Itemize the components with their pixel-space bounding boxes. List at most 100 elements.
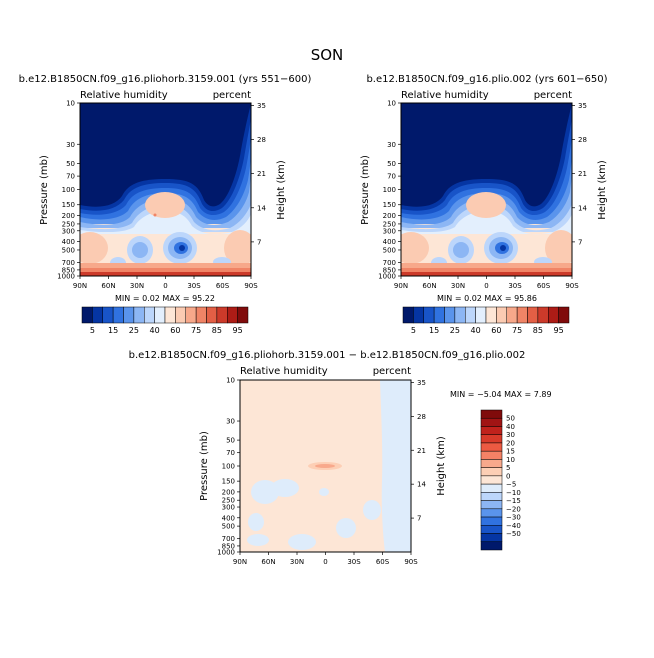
x-tick-label: 30S (508, 282, 522, 290)
y-right-tick-label: 28 (578, 136, 587, 144)
y-right-tick-label: 35 (578, 102, 587, 110)
y-tick-label: 200 (222, 488, 235, 496)
colorbar-swatch (480, 516, 503, 526)
panel-b-ylabel: Pressure (mb) (360, 155, 371, 225)
y-tick-label: 850 (383, 266, 396, 274)
panel-a-ylabel-right: Height (km) (276, 160, 287, 220)
colorbar-label: −5 (506, 481, 516, 489)
panel-c: b.e12.B1850CN.f09_g16.pliohorb.3159.001 … (129, 350, 552, 566)
colorbar-swatch (480, 434, 503, 444)
y-tick-label: 100 (62, 186, 75, 194)
x-tick-label: 0 (484, 282, 488, 290)
y-tick-label: 200 (62, 212, 75, 220)
panel-c-axes: 1030507010015020025030040050070085010003… (217, 377, 426, 567)
y-tick-label: 150 (383, 201, 396, 209)
panel-b-left-label: Relative humidity (401, 90, 489, 101)
y-right-tick-label: 21 (578, 170, 587, 178)
colorbar-label: 15 (108, 326, 118, 335)
colorbar-swatch (154, 306, 166, 324)
x-tick-label: 60N (422, 282, 436, 290)
y-tick-label: 300 (222, 504, 235, 512)
x-tick-label: 30N (290, 558, 304, 566)
y-tick-label: 1000 (217, 549, 235, 557)
y-tick-label: 700 (383, 259, 396, 267)
colorbar-label: 5 (90, 326, 95, 335)
y-tick-label: 300 (62, 227, 75, 235)
x-tick-label: 60N (101, 282, 115, 290)
colorbar-swatch (175, 306, 186, 324)
colorbar-swatch (506, 306, 518, 324)
y-tick-label: 850 (222, 542, 235, 550)
colorbar-swatch (480, 459, 503, 468)
colorbar-swatch (216, 306, 228, 324)
x-tick-label: 30S (347, 558, 361, 566)
colorbar-label: 25 (450, 326, 460, 335)
colorbar-swatch (123, 306, 135, 324)
panel-b-ylabel-right: Height (km) (597, 160, 608, 220)
y-tick-label: 250 (62, 220, 75, 228)
colorbar-swatch (480, 508, 503, 518)
panel-b-title: b.e12.B1850CN.f09_g16.plio.002 (yrs 601−… (366, 74, 607, 85)
y-right-tick-label: 28 (257, 136, 266, 144)
x-tick-label: 90N (233, 558, 247, 566)
panel-b-right-label: percent (534, 90, 572, 101)
colorbar-swatch (413, 306, 424, 324)
y-right-tick-label: 14 (417, 481, 426, 489)
colorbar-label: 95 (554, 326, 564, 335)
panel-b-axes: 1030507010015020025030040050070085010003… (378, 100, 587, 291)
y-tick-label: 50 (226, 437, 235, 445)
x-tick-label: 60S (537, 282, 551, 290)
colorbar-label: 85 (533, 326, 543, 335)
colorbar-swatch (402, 306, 414, 324)
y-right-tick-label: 21 (417, 447, 426, 455)
colorbar-label: 85 (212, 326, 222, 335)
y-tick-label: 500 (222, 523, 235, 531)
x-tick-label: 30N (130, 282, 144, 290)
x-tick-label: 0 (163, 282, 167, 290)
colorbar-swatch (480, 483, 503, 493)
colorbar-label: −10 (506, 489, 521, 497)
colorbar-label: −30 (506, 514, 521, 522)
colorbar-swatch (227, 306, 238, 324)
y-tick-label: 400 (222, 514, 235, 522)
y-right-tick-label: 28 (417, 413, 426, 421)
colorbar-label: −50 (506, 530, 521, 538)
colorbar-label: 95 (233, 326, 243, 335)
colorbar-label: 60 (170, 326, 180, 335)
colorbar-label: 30 (506, 431, 515, 439)
y-tick-label: 1000 (57, 273, 75, 281)
panel-c-field (240, 380, 411, 552)
colorbar-swatch (133, 306, 145, 324)
panel-c-ylabel-right: Height (km) (436, 436, 447, 496)
panel-b-stats: MIN = 0.02 MAX = 95.86 (437, 294, 537, 303)
colorbar-label: 40 (150, 326, 160, 335)
colorbar-swatch (480, 409, 503, 419)
x-tick-label: 0 (323, 558, 327, 566)
colorbar-swatch (206, 306, 218, 324)
panel-a-field (80, 103, 251, 276)
y-tick-label: 850 (62, 266, 75, 274)
y-tick-label: 30 (387, 141, 396, 149)
y-tick-label: 10 (66, 100, 75, 108)
colorbar-swatch (433, 306, 445, 324)
panel-a-stats: MIN = 0.02 MAX = 95.22 (115, 294, 215, 303)
y-tick-label: 30 (66, 141, 75, 149)
colorbar-label: 10 (506, 456, 515, 464)
panel-a-colorbar: 5 15 25 40 60 75 85 95 (81, 306, 249, 335)
colorbar-swatch (558, 306, 570, 324)
colorbar-swatch (423, 306, 435, 324)
x-tick-label: 30N (451, 282, 465, 290)
y-right-tick-label: 21 (257, 170, 266, 178)
panel-c-stats: MIN = −5.04 MAX = 7.89 (450, 390, 552, 399)
y-tick-label: 30 (226, 418, 235, 426)
panel-c-left-label: Relative humidity (240, 366, 328, 377)
panel-a-left-label: Relative humidity (80, 90, 168, 101)
x-tick-label: 90S (565, 282, 579, 290)
y-tick-label: 10 (387, 100, 396, 108)
panel-c-title: b.e12.B1850CN.f09_g16.pliohorb.3159.001 … (129, 350, 526, 361)
colorbar-swatch (480, 541, 503, 551)
colorbar-swatch (485, 306, 497, 324)
panel-a: b.e12.B1850CN.f09_g16.pliohorb.3159.001 … (19, 74, 312, 335)
colorbar-swatch (144, 306, 155, 324)
